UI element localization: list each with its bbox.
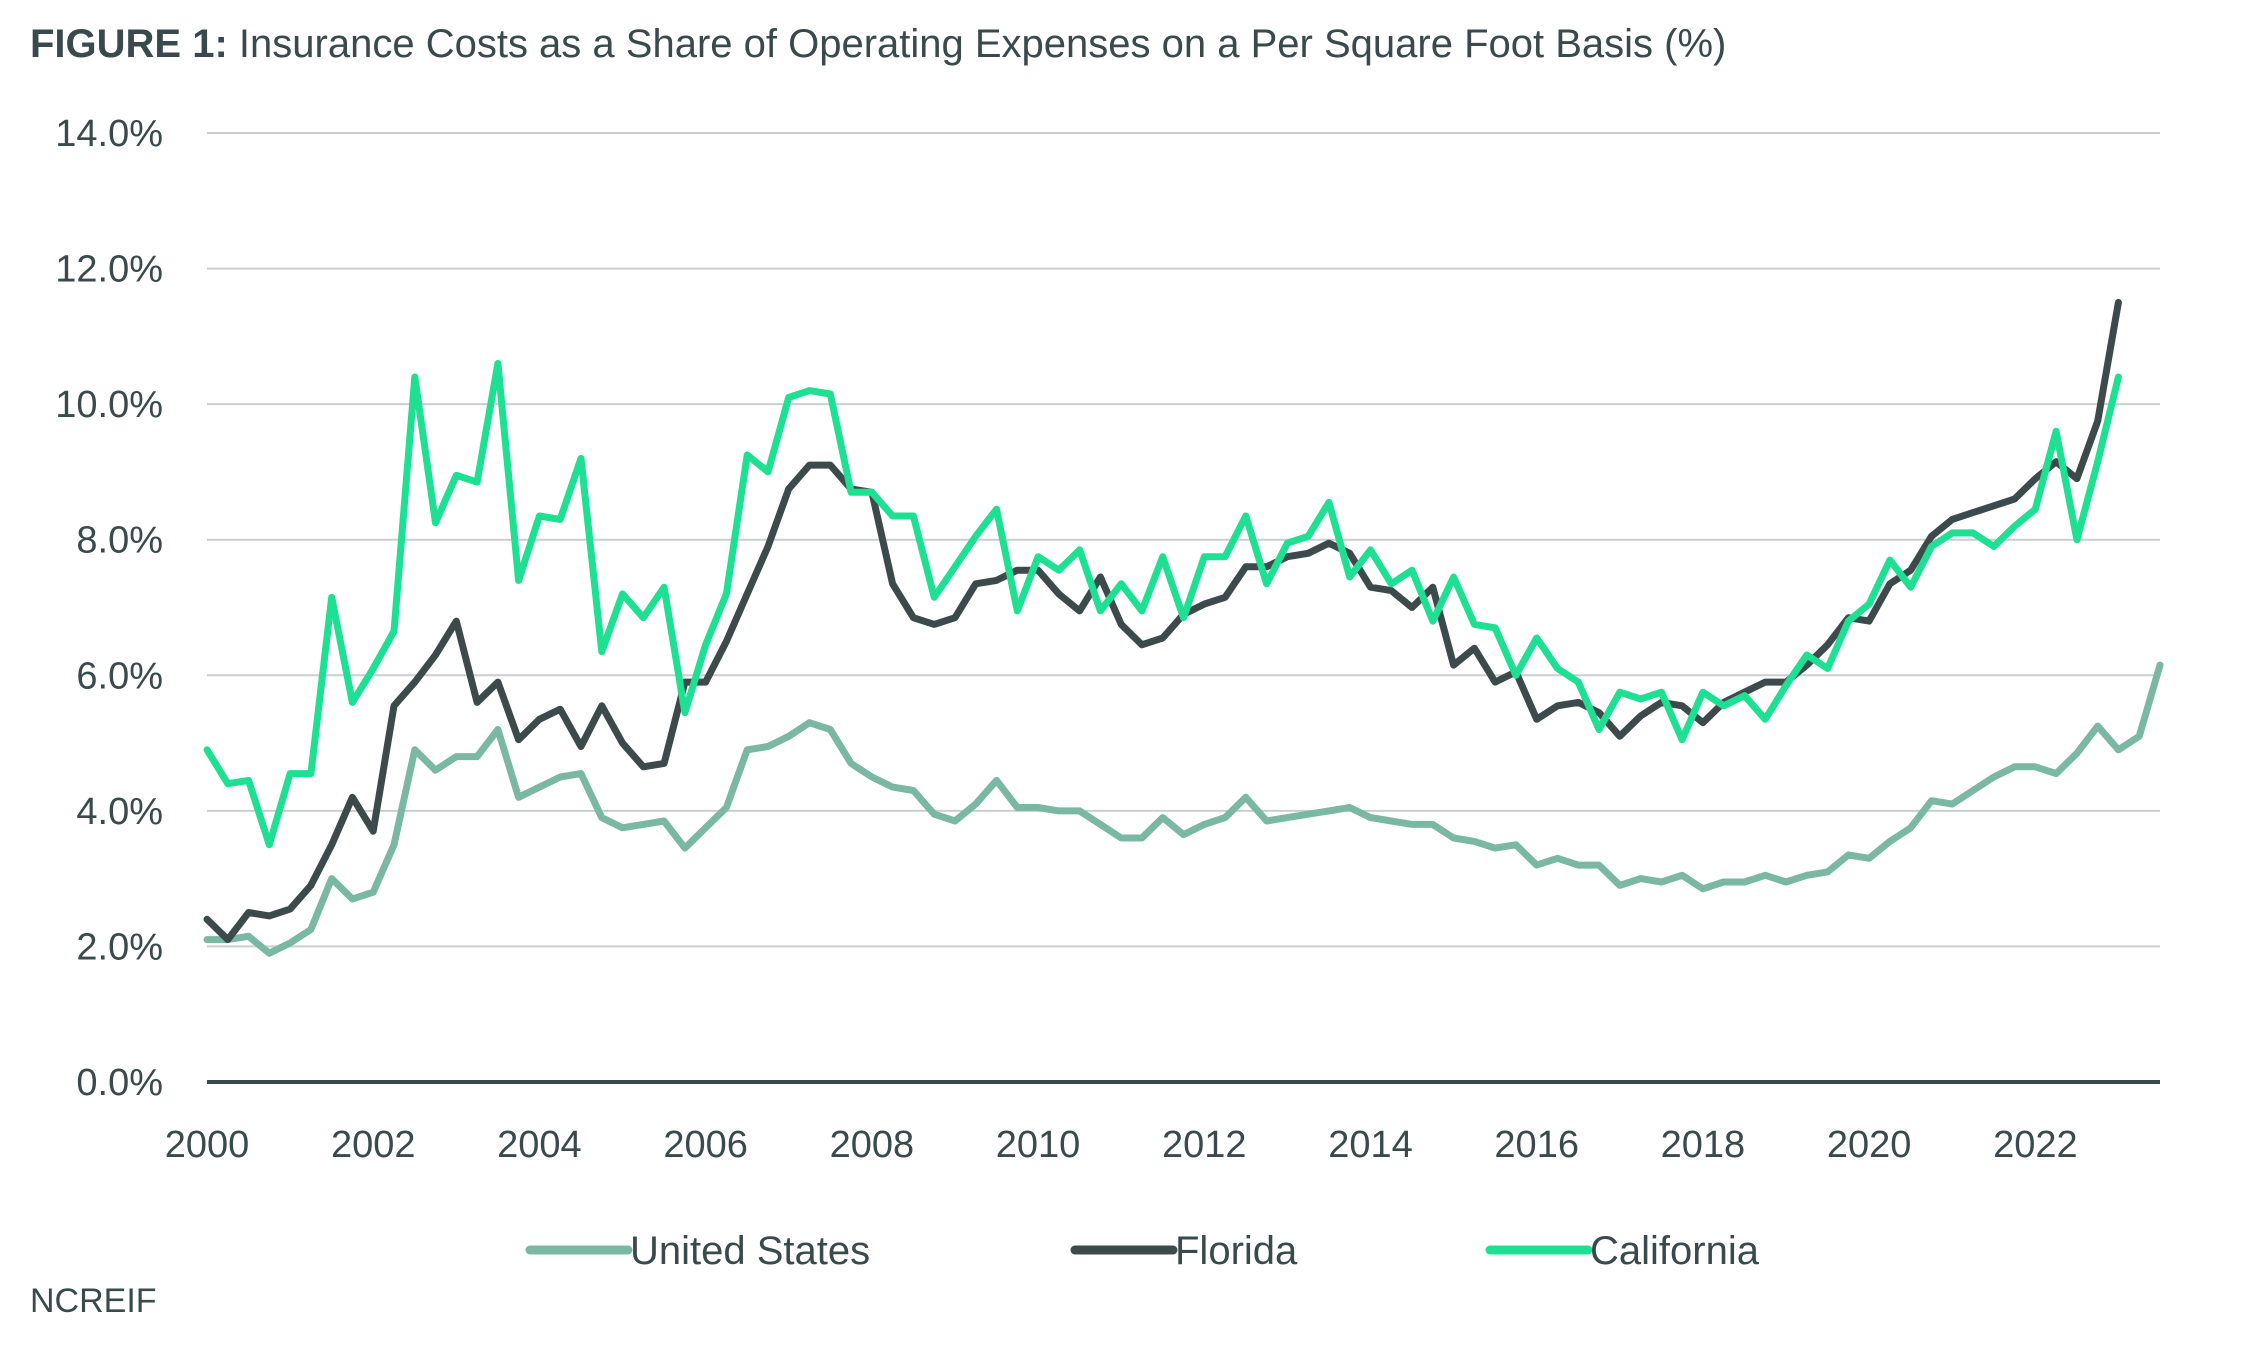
- y-tick-label: 12.0%: [55, 249, 163, 291]
- x-tick-label: 2012: [1162, 1124, 1247, 1166]
- legend: United States Florida California: [525, 1229, 1760, 1273]
- legend-item-florida: Florida: [1070, 1229, 1298, 1273]
- gridlines: [207, 132, 2160, 948]
- y-tick-label: 8.0%: [76, 520, 163, 562]
- x-tick-label: 2014: [1328, 1124, 1413, 1166]
- chart-title: FIGURE 1: Insurance Costs as a Share of …: [30, 22, 1726, 67]
- figure-label: FIGURE 1:: [30, 22, 228, 66]
- x-tick-label: 2018: [1661, 1124, 1746, 1166]
- legend-label: Florida: [1175, 1229, 1298, 1273]
- y-tick-label: 10.0%: [55, 384, 163, 426]
- x-tick-label: 2020: [1827, 1124, 1912, 1166]
- x-tick-label: 2016: [1494, 1124, 1579, 1166]
- source-note: NCREIF: [30, 1282, 157, 1320]
- x-axis-tick-labels: 2000 2002 2004 2006 2008 2010 2012 2014 2016 2018…: [165, 1124, 2078, 1166]
- x-tick-label: 2004: [497, 1124, 582, 1166]
- x-tick-label: 2006: [663, 1124, 748, 1166]
- y-axis-tick-labels: 0.0% 2.0% 4.0% 6.0% 8.0% 10.0% 12.0% 14.0%: [55, 113, 163, 1104]
- x-tick-label: 2010: [996, 1124, 1081, 1166]
- y-tick-label: 2.0%: [76, 926, 163, 968]
- series-line-united-states: [203, 661, 2164, 957]
- y-tick-label: 14.0%: [55, 113, 163, 155]
- series-line-california: [203, 360, 2122, 849]
- x-tick-label: 2000: [165, 1124, 250, 1166]
- legend-item-united-states: United States: [525, 1229, 870, 1273]
- legend-label: United States: [630, 1229, 870, 1273]
- legend-label: California: [1590, 1229, 1760, 1273]
- x-tick-label: 2022: [1993, 1124, 2078, 1166]
- series-lines: [203, 299, 2164, 957]
- y-tick-label: 0.0%: [76, 1062, 163, 1104]
- y-tick-label: 4.0%: [76, 791, 163, 833]
- y-tick-label: 6.0%: [76, 655, 163, 697]
- x-tick-label: 2008: [830, 1124, 915, 1166]
- legend-item-california: California: [1485, 1229, 1760, 1273]
- title-text: Insurance Costs as a Share of Operating …: [238, 22, 1727, 66]
- x-tick-label: 2002: [331, 1124, 416, 1166]
